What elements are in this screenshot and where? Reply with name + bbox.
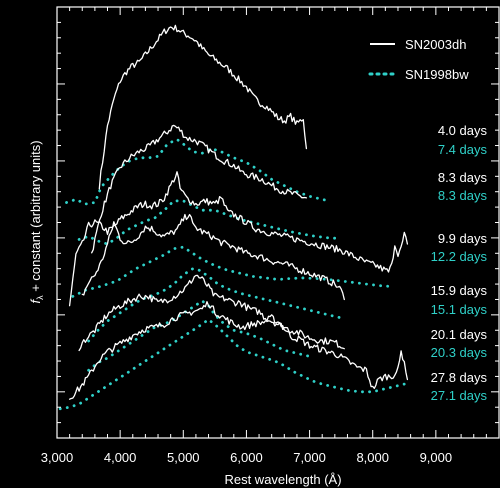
series-line-sn1998bw-27-1 — [58, 318, 406, 411]
series-line-sn1998bw-7-4 — [65, 138, 330, 206]
tick-group: 3,000 4,000 5,000 6,000 7,000 8,000 9,000 — [41, 6, 499, 465]
x-tick-label: 4,000 — [104, 450, 137, 465]
legend-label-sn1998bw: SN1998bw — [405, 67, 469, 82]
epoch-label: 27.8 days — [431, 370, 488, 385]
series-line-sn2003dh-9-9 — [68, 171, 409, 307]
x-tick-label: 5,000 — [167, 450, 200, 465]
epoch-labels: 4.0 days 7.4 days 8.3 days 8.3 days 9.9 days… — [431, 123, 488, 403]
y-axis-label-f: f — [28, 299, 43, 304]
x-tick-label: 6,000 — [230, 450, 263, 465]
series-line-sn2003dh-15-9 — [81, 213, 345, 301]
epoch-label: 8.3 days — [438, 170, 488, 185]
epoch-label: 20.1 days — [431, 327, 488, 342]
series-line-sn1998bw-8-3 — [77, 199, 343, 246]
epoch-label: 20.3 days — [431, 345, 488, 360]
legend: SN2003dh SN1998bw — [368, 37, 469, 82]
epoch-label: 9.9 days — [438, 231, 488, 246]
series-line-sn2003dh-27-8 — [68, 301, 409, 400]
series-line-sn1998bw-15-1 — [87, 267, 343, 343]
epoch-label: 4.0 days — [438, 123, 488, 138]
epoch-label: 15.1 days — [431, 302, 488, 317]
epoch-label: 8.3 days — [438, 188, 488, 203]
epoch-label: 27.1 days — [431, 388, 488, 403]
x-tick-label: 8,000 — [356, 450, 389, 465]
epoch-label: 15.9 days — [431, 283, 488, 298]
y-axis-label: fλ + constant (arbitrary units) — [28, 140, 45, 303]
y-axis-label-rest: + constant (arbitrary units) — [28, 140, 43, 295]
y-axis-label-subscript: λ — [35, 295, 45, 300]
series-line-sn2003dh-20-1 — [78, 274, 345, 352]
x-tick-label: 3,000 — [41, 450, 74, 465]
x-tick-label: 9,000 — [420, 450, 453, 465]
series-line-sn2003dh-4-0 — [98, 24, 308, 190]
epoch-label: 12.2 days — [431, 249, 488, 264]
epoch-label: 7.4 days — [438, 142, 488, 157]
x-tick-label: 7,000 — [293, 450, 326, 465]
legend-label-sn2003dh: SN2003dh — [405, 37, 466, 52]
x-axis-label: Rest wavelength (Å) — [224, 472, 341, 487]
series-line-sn2003dh-8-3 — [91, 124, 308, 254]
series-line-sn1998bw-20-3 — [87, 299, 311, 372]
series-group — [58, 24, 409, 411]
